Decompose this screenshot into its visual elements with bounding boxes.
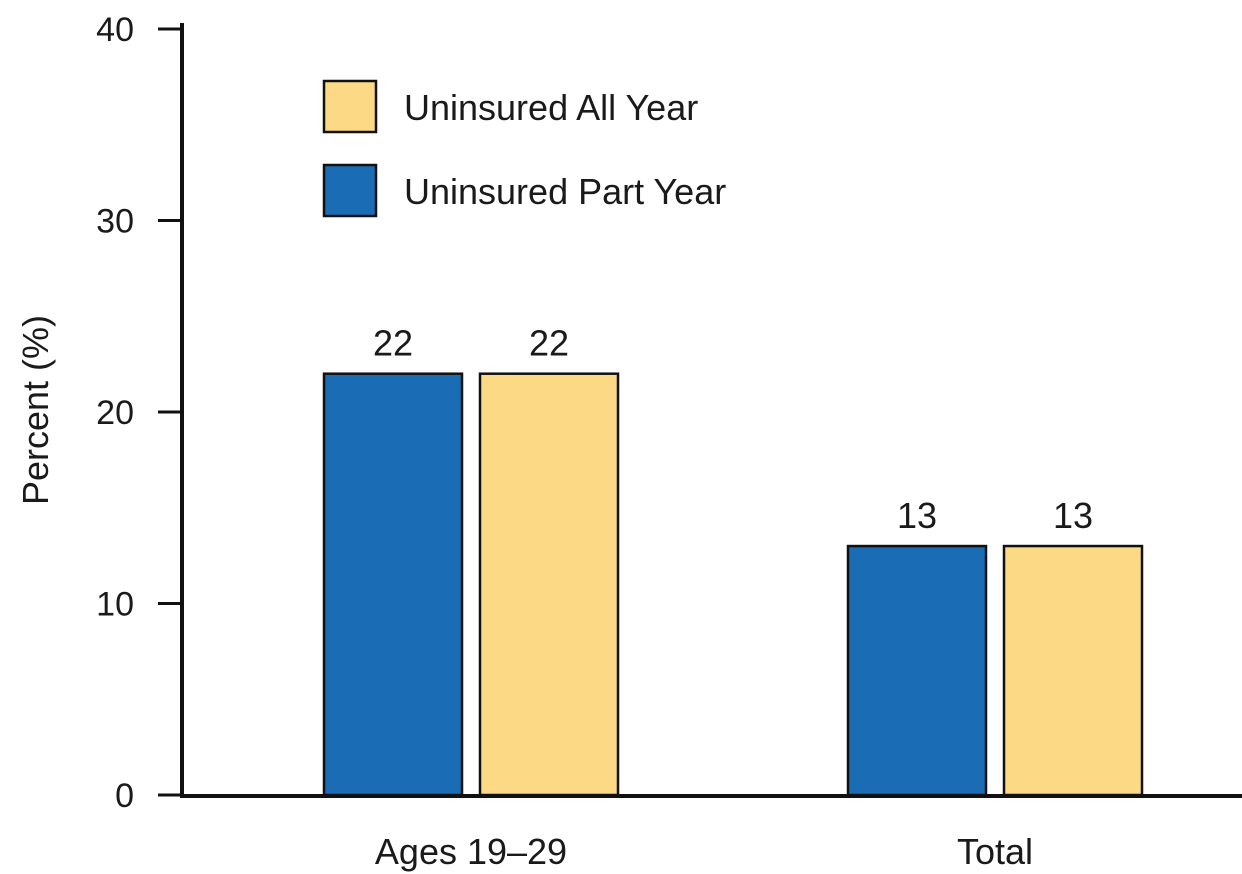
y-tick-label: 20 <box>96 394 134 432</box>
y-axis-ticks: 0 10 20 30 40 <box>96 11 182 815</box>
data-label: 22 <box>373 323 413 364</box>
x-category-label: Total <box>957 831 1033 872</box>
data-label: 22 <box>529 323 569 364</box>
x-category-label: Ages 19–29 <box>375 831 567 872</box>
y-tick-label: 30 <box>96 203 134 241</box>
legend-swatch <box>322 163 378 218</box>
bar-group <box>322 372 1144 797</box>
legend-label: Uninsured Part Year <box>404 171 726 212</box>
y-axis-title: Percent (%) <box>15 315 56 505</box>
y-tick-label: 10 <box>96 586 134 624</box>
legend-label: Uninsured All Year <box>404 87 698 128</box>
data-label: 13 <box>897 495 937 536</box>
bar-uninsured-all-year-0 <box>478 372 620 797</box>
data-label: 13 <box>1053 495 1093 536</box>
bar-uninsured-all-year-1 <box>1002 544 1144 797</box>
y-tick-label: 0 <box>115 777 134 815</box>
legend: Uninsured All Year Uninsured Part Year <box>322 79 726 218</box>
y-tick-label: 40 <box>96 11 134 49</box>
data-labels: 22 22 13 13 <box>373 323 1093 536</box>
x-axis-category-labels: Ages 19–29 Total <box>375 831 1033 872</box>
bar-uninsured-part-year-1 <box>846 544 988 797</box>
legend-swatch <box>322 79 378 134</box>
bar-uninsured-part-year-0 <box>322 372 464 797</box>
